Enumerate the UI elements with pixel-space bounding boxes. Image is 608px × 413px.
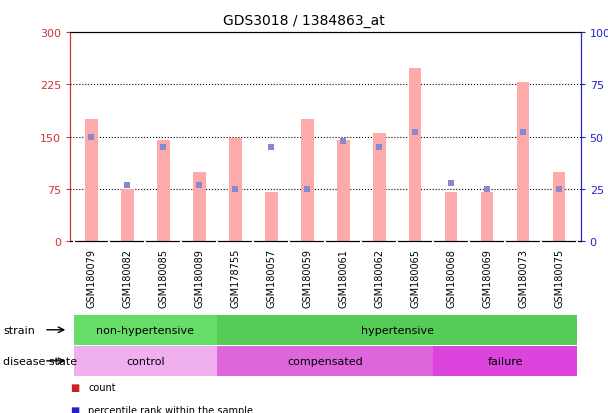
Bar	[85, 120, 98, 242]
Text: GSM180073: GSM180073	[518, 248, 528, 307]
Text: control: control	[126, 356, 165, 366]
Bar	[218, 315, 577, 345]
Text: ■: ■	[70, 382, 79, 392]
Text: disease state: disease state	[3, 356, 77, 366]
Bar	[74, 315, 218, 345]
Text: GSM178755: GSM178755	[230, 248, 240, 307]
Text: compensated: compensated	[288, 356, 363, 366]
Bar	[121, 190, 134, 242]
Text: GSM180062: GSM180062	[375, 248, 384, 307]
Text: GSM180069: GSM180069	[482, 248, 492, 307]
Text: GSM180059: GSM180059	[302, 248, 313, 307]
Text: GSM180061: GSM180061	[338, 248, 348, 307]
Bar	[218, 346, 433, 376]
Text: strain: strain	[3, 325, 35, 335]
Bar	[517, 83, 530, 242]
Text: GSM180082: GSM180082	[122, 248, 133, 307]
Text: GSM180065: GSM180065	[410, 248, 420, 307]
Bar	[553, 172, 565, 242]
Text: hypertensive: hypertensive	[361, 325, 434, 335]
Text: non-hypertensive: non-hypertensive	[97, 325, 195, 335]
Text: percentile rank within the sample: percentile rank within the sample	[88, 405, 253, 413]
Text: GSM180068: GSM180068	[446, 248, 456, 307]
Text: ■: ■	[70, 405, 79, 413]
Bar	[445, 193, 457, 242]
Bar	[74, 346, 218, 376]
Bar	[157, 141, 170, 242]
Text: GSM180057: GSM180057	[266, 248, 276, 307]
Bar	[265, 193, 278, 242]
Bar	[433, 346, 577, 376]
Bar	[193, 172, 206, 242]
Bar	[409, 69, 421, 242]
Text: GSM180089: GSM180089	[195, 248, 204, 307]
Bar	[337, 141, 350, 242]
Bar	[301, 120, 314, 242]
Bar	[373, 134, 385, 242]
Text: GSM180079: GSM180079	[86, 248, 97, 307]
Text: count: count	[88, 382, 116, 392]
Text: GSM180085: GSM180085	[159, 248, 168, 307]
Text: GDS3018 / 1384863_at: GDS3018 / 1384863_at	[223, 14, 385, 28]
Text: failure: failure	[488, 356, 523, 366]
Bar	[229, 139, 241, 242]
Bar	[481, 193, 494, 242]
Text: GSM180075: GSM180075	[554, 248, 564, 307]
